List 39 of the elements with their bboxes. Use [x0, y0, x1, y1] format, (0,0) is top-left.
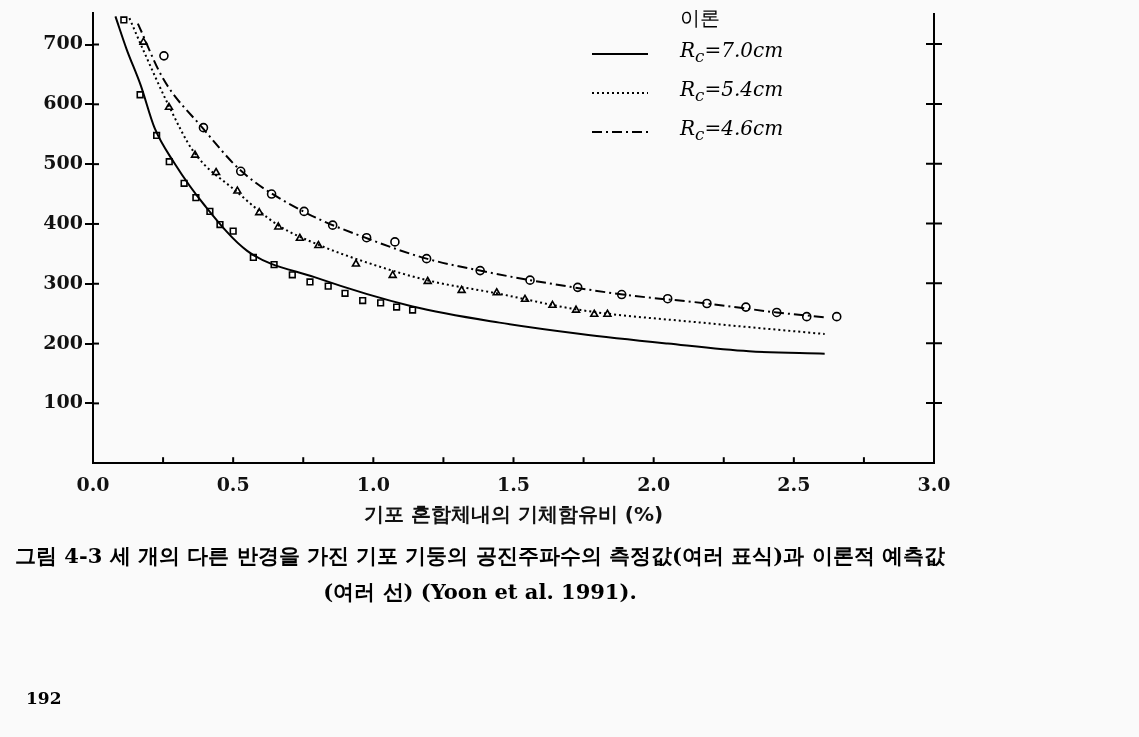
point — [351, 259, 361, 267]
point — [359, 296, 367, 305]
point — [408, 306, 417, 314]
x-tick-label: 0.5 — [216, 472, 250, 495]
point — [392, 303, 401, 311]
y-tick-label: 500 — [43, 151, 83, 174]
x-tick-label: 3.0 — [917, 472, 951, 495]
legend-title: 이론 — [679, 5, 721, 32]
y-tick-label: 400 — [43, 210, 83, 233]
legend-label: R$_{c}$=7.0cm — [680, 37, 784, 68]
point — [324, 282, 332, 290]
x-axis-title: 기포 혼합체내의 기체함유비 (%) — [363, 502, 664, 527]
point — [341, 289, 349, 297]
point — [120, 16, 128, 24]
x-tick-label: 1.0 — [356, 472, 390, 495]
point — [831, 311, 842, 322]
point — [306, 278, 314, 286]
point — [388, 270, 397, 279]
y-tick-label: 100 — [43, 390, 83, 413]
point — [390, 237, 400, 247]
point — [376, 299, 385, 307]
caption: 그림 4-3 세 개의 다른 반경을 가진 기포 기둥의 공진주파수의 측정값(여러 표식)과 이론적 예측값(여러 선) (Yoon et al. 1991). — [14, 542, 946, 606]
y-tick-label: 300 — [43, 270, 83, 293]
x-tick-label: 2.5 — [777, 472, 811, 495]
y-tick-label: 600 — [43, 91, 83, 114]
point — [159, 51, 169, 61]
point — [136, 91, 144, 99]
text: 192 — [26, 688, 62, 708]
legend-label: R$_{c}$=5.4cm — [680, 76, 784, 107]
x-tick-label: 0.0 — [76, 472, 110, 495]
point — [525, 275, 535, 285]
point — [457, 285, 466, 294]
point — [229, 227, 237, 235]
x-tick-label: 2.0 — [637, 472, 671, 495]
point — [211, 167, 221, 176]
x-tick-label: 1.5 — [496, 472, 531, 495]
y-tick-label: 200 — [43, 330, 83, 353]
y-tick-label: 700 — [43, 31, 83, 54]
legend-label: R$_{c}$=4.6cm — [680, 115, 784, 146]
